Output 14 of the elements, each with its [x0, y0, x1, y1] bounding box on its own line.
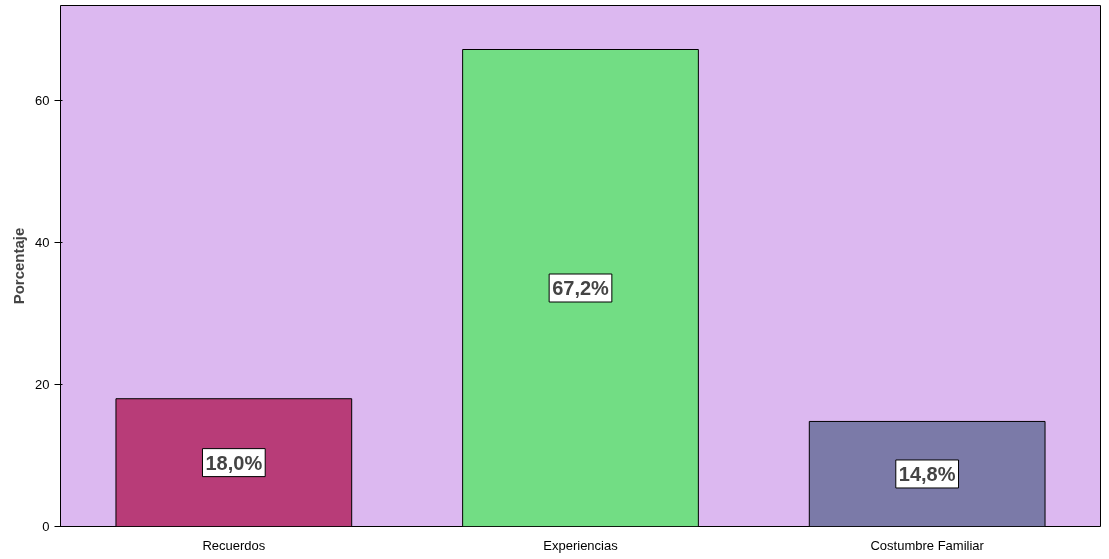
data-label: 18,0%	[205, 451, 263, 474]
data-label: 67,2%	[552, 277, 610, 299]
bar	[808, 420, 1046, 527]
y-axis-title: Porcentaje	[10, 227, 28, 305]
bar	[115, 398, 353, 527]
y-tick-label: 40	[35, 235, 50, 251]
y-tick-label: 60	[35, 93, 50, 109]
x-tick-label: Experiencias	[543, 537, 619, 553]
y-tick-label: 0	[42, 519, 50, 534]
x-tick-label: Recuerdos	[202, 537, 266, 553]
data-label: 14,8%	[898, 462, 956, 485]
bar	[462, 49, 699, 527]
y-tick-label: 20	[35, 377, 50, 393]
x-tick-label: Costumbre Familiar	[870, 537, 985, 553]
